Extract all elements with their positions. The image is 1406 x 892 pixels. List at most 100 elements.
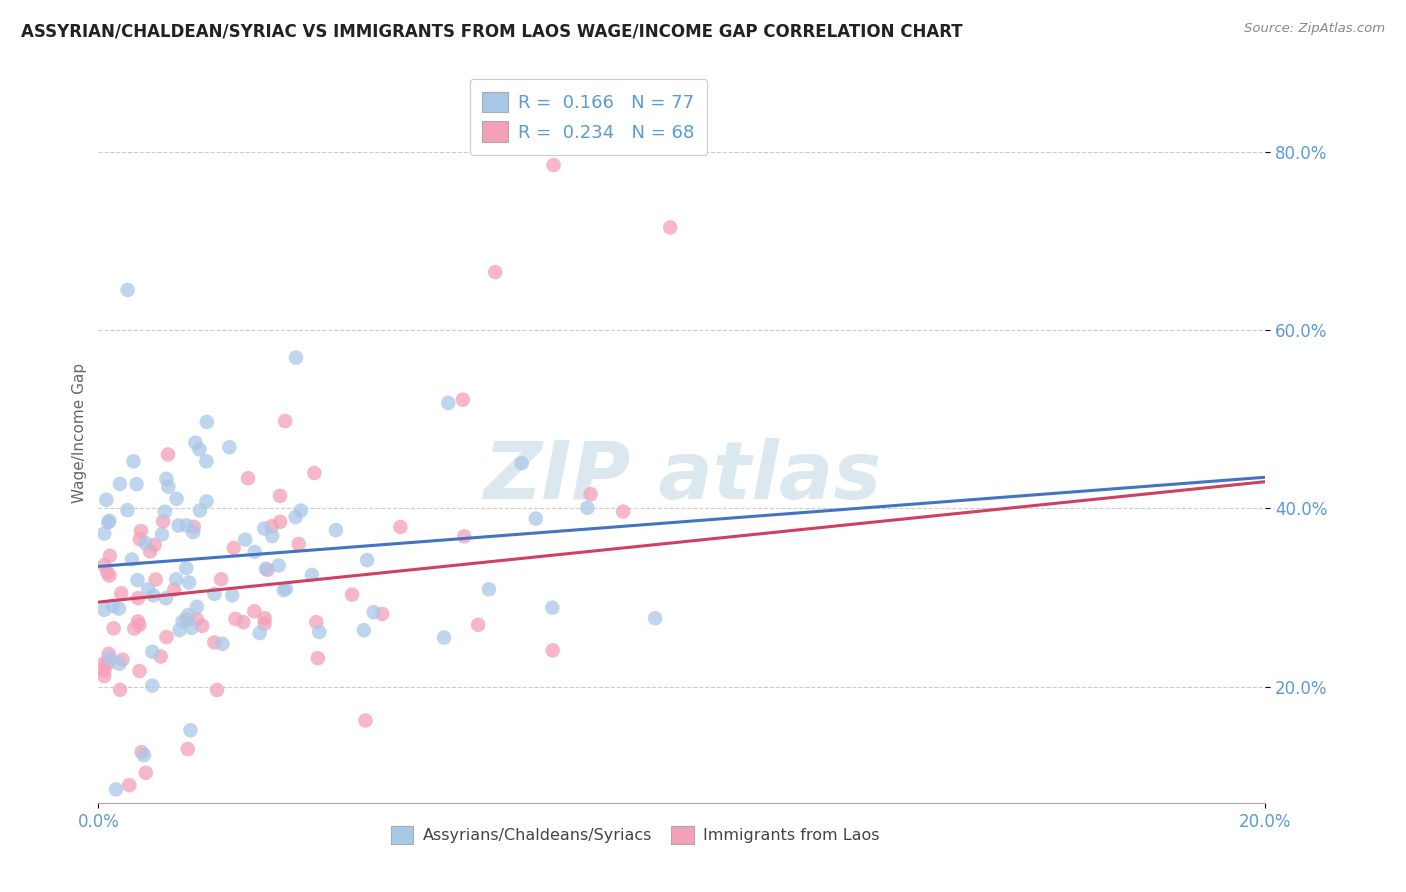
Point [284, 351, 307, 365]
Point [541, 643, 564, 657]
Point [96, 566, 118, 580]
Point [186, 599, 208, 614]
Point [269, 489, 291, 503]
Point [188, 503, 211, 517]
Point [284, 510, 307, 524]
Point [308, 625, 330, 640]
Point [232, 615, 254, 630]
Point [371, 607, 394, 621]
Point [93, 657, 115, 671]
Point [211, 637, 233, 651]
Point [195, 454, 218, 468]
Point [104, 782, 127, 797]
Point [103, 621, 125, 635]
Point [174, 561, 197, 575]
Point [135, 765, 157, 780]
Point [453, 529, 475, 543]
Point [221, 588, 243, 602]
Point [163, 582, 186, 597]
Point [145, 573, 167, 587]
Point [253, 611, 276, 625]
Point [97, 647, 120, 661]
Point [135, 536, 157, 550]
Point [478, 582, 501, 597]
Point [111, 652, 134, 666]
Point [156, 448, 179, 462]
Point [179, 575, 201, 590]
Point [167, 518, 190, 533]
Point [149, 649, 172, 664]
Point [181, 525, 204, 540]
Point [183, 520, 205, 534]
Point [222, 541, 245, 555]
Point [155, 591, 177, 606]
Point [484, 265, 506, 279]
Point [98, 568, 121, 582]
Point [108, 682, 131, 697]
Y-axis label: Wage/Income Gap: Wage/Income Gap [72, 362, 87, 503]
Point [98, 651, 121, 665]
Point [389, 520, 412, 534]
Point [253, 522, 276, 536]
Point [141, 679, 163, 693]
Point [218, 440, 240, 454]
Point [186, 612, 208, 626]
Point [274, 414, 297, 428]
Point [243, 545, 266, 559]
Point [260, 519, 283, 533]
Point [117, 503, 139, 517]
Point [340, 588, 363, 602]
Point [155, 630, 177, 644]
Point [356, 553, 378, 567]
Point [169, 623, 191, 637]
Text: ZIP atlas: ZIP atlas [482, 438, 882, 516]
Point [176, 613, 198, 627]
Point [127, 615, 149, 629]
Point [325, 523, 347, 537]
Point [269, 515, 291, 529]
Point [93, 663, 115, 677]
Point [209, 572, 232, 586]
Text: ASSYRIAN/CHALDEAN/SYRIAC VS IMMIGRANTS FROM LAOS WAGE/INCOME GAP CORRELATION CHA: ASSYRIAN/CHALDEAN/SYRIAC VS IMMIGRANTS F… [21, 22, 963, 40]
Point [236, 471, 259, 485]
Point [93, 603, 115, 617]
Point [153, 505, 176, 519]
Point [177, 742, 200, 756]
Point [98, 549, 121, 563]
Point [128, 664, 150, 678]
Point [108, 476, 131, 491]
Point [172, 614, 194, 628]
Point [267, 558, 290, 573]
Point [108, 657, 131, 671]
Point [132, 748, 155, 763]
Point [139, 544, 162, 558]
Point [253, 616, 276, 631]
Point [118, 778, 141, 792]
Point [243, 604, 266, 618]
Point [249, 626, 271, 640]
Point [191, 619, 214, 633]
Point [301, 568, 323, 582]
Point [155, 472, 177, 486]
Point [202, 587, 225, 601]
Point [180, 621, 202, 635]
Point [125, 477, 148, 491]
Point [644, 611, 666, 625]
Point [202, 635, 225, 649]
Point [184, 435, 207, 450]
Point [354, 714, 377, 728]
Point [96, 492, 118, 507]
Point [612, 505, 634, 519]
Point [274, 582, 297, 596]
Point [305, 615, 328, 630]
Point [224, 612, 246, 626]
Point [273, 583, 295, 598]
Point [152, 515, 174, 529]
Point [117, 283, 139, 297]
Point [141, 645, 163, 659]
Point [437, 396, 460, 410]
Point [353, 624, 375, 638]
Point [659, 220, 682, 235]
Point [129, 524, 152, 538]
Point [108, 601, 131, 615]
